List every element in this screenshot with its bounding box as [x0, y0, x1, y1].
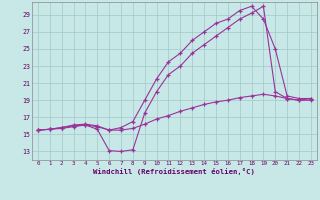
X-axis label: Windchill (Refroidissement éolien,°C): Windchill (Refroidissement éolien,°C): [93, 168, 255, 175]
